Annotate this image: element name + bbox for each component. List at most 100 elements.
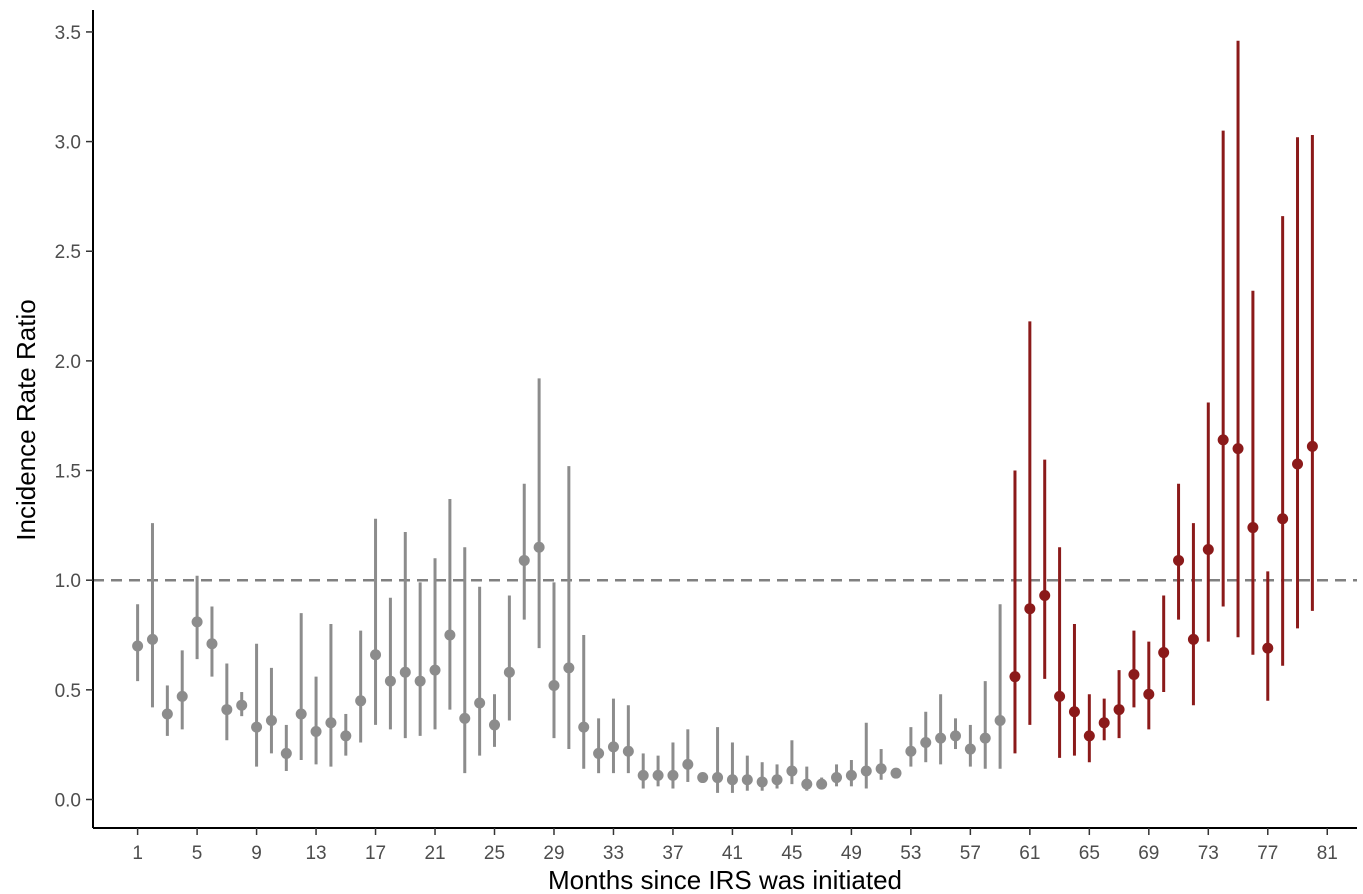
data-point — [1187, 633, 1199, 645]
data-point — [607, 741, 619, 753]
data-point — [756, 776, 768, 788]
data-point — [414, 675, 426, 687]
data-point — [563, 662, 575, 674]
y-tick-label: 1.0 — [55, 571, 81, 592]
data-point — [325, 717, 337, 729]
data-point — [979, 732, 991, 744]
data-point — [310, 726, 322, 738]
data-point — [1232, 443, 1244, 455]
data-point — [146, 633, 158, 645]
data-point — [890, 767, 902, 779]
data-point — [593, 747, 605, 759]
data-point — [384, 675, 396, 687]
y-tick-label: 2.0 — [55, 352, 81, 373]
data-point — [1292, 458, 1304, 470]
data-point — [875, 763, 887, 775]
data-point — [1158, 647, 1170, 659]
x-tick-label: 61 — [1019, 843, 1040, 864]
plot-area — [93, 40, 1357, 793]
data-point — [622, 745, 634, 757]
data-point — [1068, 706, 1080, 718]
data-point — [816, 778, 828, 790]
x-tick-label: 69 — [1138, 843, 1159, 864]
data-point — [1054, 690, 1066, 702]
data-point — [1277, 513, 1289, 525]
data-point — [667, 769, 679, 781]
data-point — [578, 721, 590, 733]
data-point — [637, 769, 649, 781]
x-tick-label: 77 — [1257, 843, 1278, 864]
x-tick-label: 33 — [603, 843, 624, 864]
data-point — [1306, 440, 1318, 452]
x-tick-label: 13 — [305, 843, 326, 864]
data-point — [206, 638, 218, 650]
x-tick-label: 49 — [841, 843, 862, 864]
x-tick-label: 17 — [365, 843, 386, 864]
x-tick-label: 29 — [543, 843, 564, 864]
data-point — [355, 695, 367, 707]
y-tick-label: 0.5 — [55, 681, 81, 702]
data-point — [280, 747, 292, 759]
data-point — [503, 666, 515, 678]
data-point — [801, 778, 813, 790]
data-point — [1202, 543, 1214, 555]
data-point — [533, 541, 545, 553]
data-point — [726, 774, 738, 786]
data-point — [712, 772, 724, 784]
x-tick-label: 37 — [662, 843, 683, 864]
data-point — [548, 679, 560, 691]
data-point — [1247, 522, 1259, 534]
y-tick-label: 0.0 — [55, 790, 81, 811]
data-point — [161, 708, 173, 720]
data-point — [1143, 688, 1155, 700]
data-point — [429, 664, 441, 676]
data-point — [964, 743, 976, 755]
data-point — [444, 629, 456, 641]
data-point — [1009, 671, 1021, 683]
data-point — [132, 640, 144, 652]
data-point — [1113, 704, 1125, 716]
x-tick-label: 57 — [960, 843, 981, 864]
data-point — [652, 769, 664, 781]
x-tick-label: 25 — [484, 843, 505, 864]
data-point — [176, 690, 188, 702]
data-point — [831, 772, 843, 784]
data-point — [221, 704, 233, 716]
x-tick-label: 21 — [424, 843, 445, 864]
data-point — [935, 732, 947, 744]
data-point — [1128, 668, 1140, 680]
y-tick-label: 2.5 — [55, 242, 81, 263]
data-point — [1098, 717, 1110, 729]
y-tick-label: 1.5 — [55, 462, 81, 483]
data-point — [1039, 590, 1051, 602]
data-point — [682, 758, 694, 770]
y-axis-title: Incidence Rate Ratio — [11, 299, 41, 540]
x-tick-label: 5 — [192, 843, 203, 864]
x-tick-label: 9 — [251, 843, 262, 864]
data-point — [741, 774, 753, 786]
y-tick-label: 3.5 — [55, 23, 81, 44]
x-tick-label: 45 — [781, 843, 802, 864]
data-point — [905, 745, 917, 757]
data-point — [251, 721, 263, 733]
axes: 0.0 0.5 1.0 1.5 2.0 2.5 3.0 3.5 1 5 9 13 17 21 25 29 33 3… — [55, 10, 1357, 864]
data-point — [860, 765, 872, 777]
x-tick-label: 1 — [132, 843, 143, 864]
data-point — [459, 712, 471, 724]
data-point — [994, 715, 1006, 727]
data-point — [489, 719, 501, 731]
data-point — [1217, 434, 1229, 446]
x-axis-title: Months since IRS was initiated — [548, 865, 902, 894]
data-point — [949, 730, 961, 742]
data-point — [474, 697, 486, 709]
x-tick-label: 53 — [900, 843, 921, 864]
data-point — [1173, 554, 1185, 566]
data-point — [399, 666, 411, 678]
data-point — [340, 730, 352, 742]
data-point — [845, 769, 857, 781]
x-tick-label: 73 — [1198, 843, 1219, 864]
data-point — [697, 772, 709, 784]
data-point — [370, 649, 382, 661]
data-point — [920, 736, 932, 748]
